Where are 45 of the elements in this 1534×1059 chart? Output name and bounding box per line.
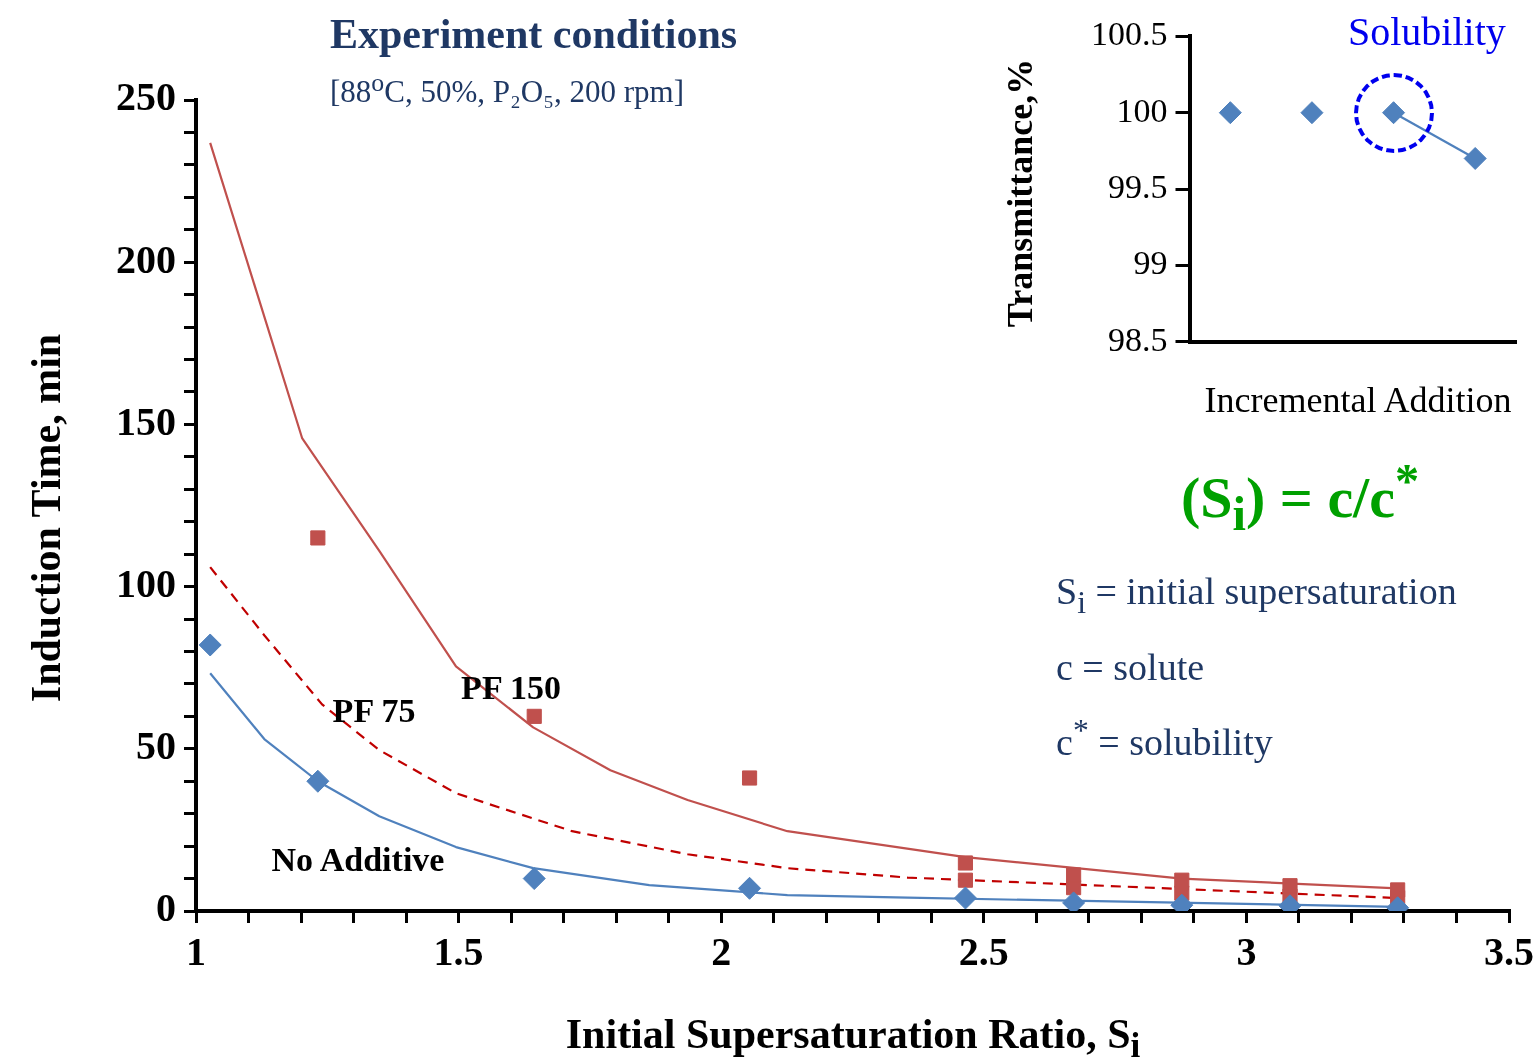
y-tick-label: 100.5 bbox=[1091, 15, 1168, 53]
y-tick-label: 100 bbox=[116, 560, 176, 606]
point bbox=[1390, 882, 1406, 898]
x-axis-title: Incremental Addition bbox=[1204, 379, 1512, 421]
annotation: PF 75 bbox=[332, 692, 416, 730]
point bbox=[738, 876, 762, 900]
y-tick-label: 150 bbox=[116, 398, 176, 444]
annotation: c$^{*}$ = solubility bbox=[1056, 711, 1274, 765]
point bbox=[957, 855, 973, 871]
annotation: c = solute bbox=[1056, 644, 1206, 690]
x-tick-label: 1 bbox=[186, 929, 206, 975]
chart-title: Experiment conditions bbox=[330, 10, 738, 58]
y-tick-label: 99 bbox=[1133, 244, 1168, 282]
x-tick-label: 2.5 bbox=[958, 929, 1009, 975]
y-tick-label: 100 bbox=[1116, 91, 1168, 129]
point bbox=[1282, 878, 1298, 894]
y-axis-title: Induction Time, min bbox=[22, 333, 70, 703]
x-tick-label: 2 bbox=[711, 929, 732, 975]
x-tick-label: 1.5 bbox=[433, 929, 484, 975]
y-tick-label: 250 bbox=[116, 74, 176, 120]
y-tick-label: 99.5 bbox=[1108, 167, 1168, 205]
point bbox=[1062, 891, 1086, 911]
annotation: Solubility bbox=[1348, 8, 1506, 55]
y-axis-title: Transmittance,% bbox=[999, 58, 1041, 328]
annotation: S$_{i}$ = initial supersaturation bbox=[1056, 568, 1457, 622]
point bbox=[953, 886, 977, 910]
point bbox=[1066, 867, 1082, 883]
x-tick-label: 3 bbox=[1236, 929, 1257, 975]
x-axis-title: Initial Supersaturation Ratio, S$_{i}$ bbox=[565, 1009, 1141, 1059]
y-tick-label: 200 bbox=[116, 236, 176, 282]
point bbox=[957, 872, 973, 888]
y-tick-label: 50 bbox=[136, 723, 176, 769]
point bbox=[522, 867, 546, 891]
annotation: (S$_{i}$) = c/c$^{*}$ bbox=[1181, 453, 1421, 541]
point bbox=[741, 770, 758, 786]
y-tick-label: 98.5 bbox=[1108, 320, 1168, 358]
y-tick-label: 0 bbox=[156, 885, 176, 931]
chart-subtitle: [88$^{o}$C, 50%, P₂O₅, 200 rpm] bbox=[330, 68, 685, 111]
point bbox=[526, 708, 542, 724]
x-tick-label: 3.5 bbox=[1484, 929, 1534, 975]
point bbox=[306, 769, 330, 793]
point bbox=[310, 530, 326, 546]
point bbox=[198, 633, 222, 657]
point bbox=[1174, 872, 1190, 888]
annotation: No Additive bbox=[271, 841, 445, 879]
